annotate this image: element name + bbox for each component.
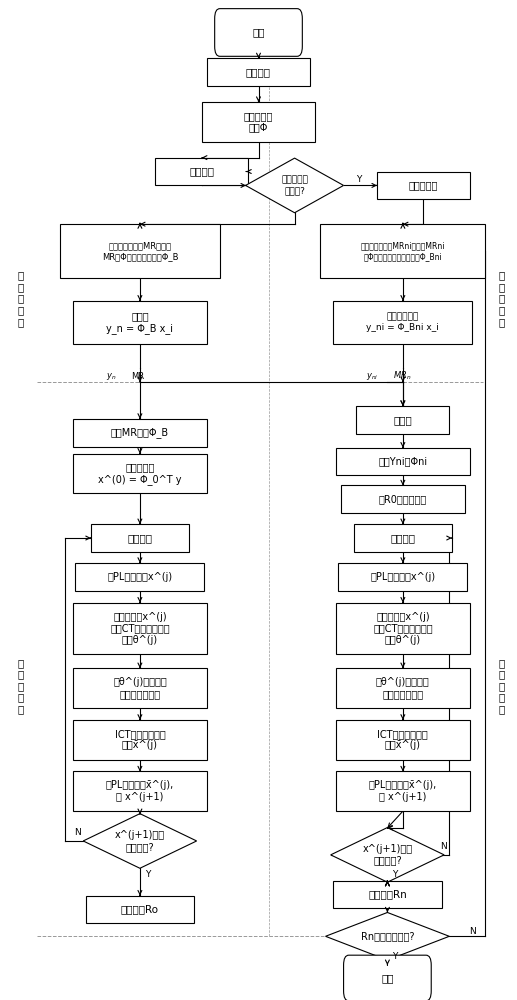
FancyBboxPatch shape: [75, 563, 204, 591]
Text: 图像块分类: 图像块分类: [409, 180, 438, 190]
Text: 存储器: 存储器: [393, 415, 412, 425]
FancyBboxPatch shape: [215, 9, 302, 56]
Text: MR: MR: [131, 372, 144, 381]
Text: 增
强
层
解
码: 增 强 层 解 码: [499, 658, 505, 714]
FancyBboxPatch shape: [207, 58, 310, 86]
FancyBboxPatch shape: [73, 301, 207, 344]
Text: Y: Y: [392, 952, 398, 961]
Text: 得到Yni、Φni: 得到Yni、Φni: [378, 457, 428, 467]
Text: 设定固定观测率MR，根据
MR从Φ中抽取观测矩阵Φ_B: 设定固定观测率MR，根据 MR从Φ中抽取观测矩阵Φ_B: [102, 241, 178, 261]
Text: 显示图像Rn: 显示图像Rn: [368, 890, 407, 900]
Text: 增
强
层
编
码: 增 强 层 编 码: [499, 270, 505, 327]
FancyBboxPatch shape: [73, 454, 207, 493]
FancyBboxPatch shape: [73, 668, 207, 708]
FancyBboxPatch shape: [356, 406, 449, 434]
Text: 开始: 开始: [252, 27, 265, 37]
FancyBboxPatch shape: [321, 224, 485, 278]
FancyBboxPatch shape: [344, 955, 431, 1000]
FancyBboxPatch shape: [336, 668, 470, 708]
Text: 对θ^(j)进行双变
量收缩阈值处理: 对θ^(j)进行双变 量收缩阈值处理: [376, 677, 430, 699]
Text: Y: Y: [356, 175, 362, 184]
FancyBboxPatch shape: [354, 524, 452, 552]
FancyBboxPatch shape: [91, 524, 189, 552]
Text: $MR_n$: $MR_n$: [392, 370, 411, 382]
Text: 用PL算法更新x^(j): 用PL算法更新x^(j): [108, 572, 173, 582]
Text: 通过MR获得Φ_B: 通过MR获得Φ_B: [111, 427, 169, 438]
Text: 用PL算法更新x̄^(j),
得 x^(j+1): 用PL算法更新x̄^(j), 得 x^(j+1): [369, 780, 437, 802]
Text: 设定可变观测率MRni，根据MRni
从Φ中抽取自适应观测矩阵Φ_Bni: 设定可变观测率MRni，根据MRni 从Φ中抽取自适应观测矩阵Φ_Bni: [361, 241, 445, 261]
FancyBboxPatch shape: [60, 224, 220, 278]
Text: 得到初始解
x^(0) = Φ_0^T y: 得到初始解 x^(0) = Φ_0^T y: [98, 462, 181, 485]
FancyBboxPatch shape: [336, 448, 470, 475]
Text: 维纳滤波: 维纳滤波: [390, 533, 415, 543]
Text: 将R0作为初始解: 将R0作为初始解: [379, 494, 427, 504]
Text: N: N: [73, 828, 80, 837]
Text: x^(j+1)满足
精度要求?: x^(j+1)满足 精度要求?: [115, 830, 165, 852]
Text: $y_n$: $y_n$: [107, 371, 117, 382]
Polygon shape: [246, 158, 344, 213]
Text: Rn满足质量要求?: Rn满足质量要求?: [361, 931, 414, 941]
Text: Y: Y: [392, 870, 398, 879]
Text: N: N: [440, 842, 447, 851]
Text: 用PL算法更新x^(j): 用PL算法更新x^(j): [370, 572, 435, 582]
Text: 显示图像Ro: 显示图像Ro: [121, 904, 159, 914]
Text: 块观测
y_n = Φ_B x_i: 块观测 y_n = Φ_B x_i: [107, 311, 173, 334]
Text: N: N: [469, 927, 476, 936]
Text: 基
本
层
解
码: 基 本 层 解 码: [17, 658, 23, 714]
FancyBboxPatch shape: [156, 158, 248, 185]
Text: x^(j+1)满足
精度要求?: x^(j+1)满足 精度要求?: [362, 844, 413, 866]
Text: ICT反变换，得近
似解x̄^(j): ICT反变换，得近 似解x̄^(j): [377, 729, 428, 750]
Text: 读入图像: 读入图像: [246, 67, 271, 77]
Text: 对更新后的x^(j)
进行CT小波变换，得
系数θ^(j): 对更新后的x^(j) 进行CT小波变换，得 系数θ^(j): [110, 612, 170, 645]
Text: 生成种子观
测阵Φ: 生成种子观 测阵Φ: [244, 111, 273, 133]
Text: 结束: 结束: [381, 973, 393, 983]
Text: 对θ^(j)进行双变
量收缩阈值处理: 对θ^(j)进行双变 量收缩阈值处理: [113, 677, 167, 699]
FancyBboxPatch shape: [73, 419, 207, 447]
Text: 图像分块: 图像分块: [189, 167, 214, 177]
FancyBboxPatch shape: [339, 563, 467, 591]
FancyBboxPatch shape: [333, 881, 442, 908]
FancyBboxPatch shape: [377, 172, 470, 199]
FancyBboxPatch shape: [73, 720, 207, 760]
Text: ICT反变换，得近
似解x̄^(j): ICT反变换，得近 似解x̄^(j): [115, 729, 165, 750]
Text: 基
本
层
编
码: 基 本 层 编 码: [17, 270, 23, 327]
FancyBboxPatch shape: [73, 771, 207, 811]
Text: 用PL算法更新x̄^(j),
得 x^(j+1): 用PL算法更新x̄^(j), 得 x^(j+1): [106, 780, 174, 802]
FancyBboxPatch shape: [341, 485, 465, 513]
Text: 对更新后的x^(j)
进行CT小波变换，得
系数θ^(j): 对更新后的x^(j) 进行CT小波变换，得 系数θ^(j): [373, 612, 433, 645]
FancyBboxPatch shape: [333, 301, 473, 344]
FancyBboxPatch shape: [336, 720, 470, 760]
FancyBboxPatch shape: [73, 603, 207, 654]
Polygon shape: [331, 828, 444, 882]
Polygon shape: [326, 912, 449, 960]
Text: Y: Y: [145, 870, 150, 879]
FancyBboxPatch shape: [202, 102, 315, 142]
FancyBboxPatch shape: [336, 771, 470, 811]
Polygon shape: [83, 814, 196, 868]
Text: 自适应块观测
y_ni = Φ_Bni x_i: 自适应块观测 y_ni = Φ_Bni x_i: [367, 313, 439, 332]
Text: 基本层编解
码完成?: 基本层编解 码完成?: [281, 176, 308, 195]
Text: $y_{ni}$: $y_{ni}$: [366, 371, 378, 382]
FancyBboxPatch shape: [86, 896, 194, 923]
FancyBboxPatch shape: [336, 603, 470, 654]
Text: 维纳滤波: 维纳滤波: [127, 533, 153, 543]
